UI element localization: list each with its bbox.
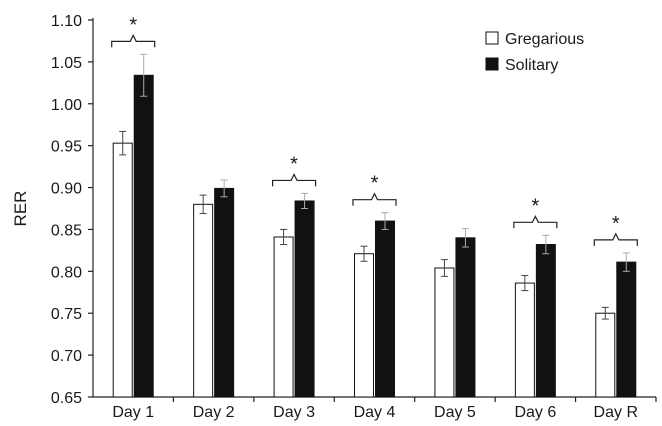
x-axis: Day 1 Day 2 Day 3 Day 4 Day 5 Day 6 Day R bbox=[93, 396, 657, 421]
x-tick-label: Day 5 bbox=[434, 404, 476, 421]
bar-solitary-day-5 bbox=[455, 237, 476, 398]
y-tick-label: 0.85 bbox=[51, 222, 82, 239]
legend-label-gregarious: Gregarious bbox=[505, 31, 584, 48]
y-tick-label: 0.80 bbox=[51, 264, 82, 281]
legend-swatch-gregarious bbox=[485, 31, 499, 45]
x-tick-label: Day R bbox=[594, 404, 638, 421]
significance-star: * bbox=[612, 213, 620, 235]
significance-markers: * * * * * bbox=[111, 14, 638, 246]
y-tick-label: 1.05 bbox=[51, 55, 82, 72]
legend: Gregarious Solitary bbox=[485, 31, 584, 74]
significance-bracket bbox=[352, 192, 397, 206]
significance-bracket bbox=[513, 214, 558, 229]
y-tick-label: 0.70 bbox=[51, 348, 82, 365]
bar-gregarious-day-3 bbox=[273, 236, 294, 398]
bars bbox=[112, 74, 637, 398]
bar-solitary-day-4 bbox=[375, 220, 395, 398]
bar-solitary-day-6 bbox=[535, 244, 556, 398]
error-bars bbox=[119, 53, 630, 320]
x-tick-label: Day 1 bbox=[112, 404, 154, 421]
y-tick-label: 0.75 bbox=[51, 306, 82, 323]
bar-solitary-day-r bbox=[616, 261, 637, 398]
x-tick-label: Day 2 bbox=[193, 404, 235, 421]
x-tick-label: Day 3 bbox=[273, 404, 315, 421]
y-axis-title: RER bbox=[11, 191, 30, 227]
y-tick-label: 1.00 bbox=[51, 97, 82, 114]
legend-label-solitary: Solitary bbox=[505, 57, 558, 74]
significance-star: * bbox=[531, 195, 539, 217]
y-tick-label: 1.10 bbox=[51, 13, 82, 30]
bar-gregarious-day-4 bbox=[354, 253, 374, 398]
bar-gregarious-day-r bbox=[595, 312, 616, 398]
bar-gregarious-day-2 bbox=[193, 203, 214, 398]
significance-bracket bbox=[111, 34, 156, 48]
bar-solitary-day-1 bbox=[133, 74, 154, 398]
y-tick-label: 0.65 bbox=[51, 390, 82, 407]
significance-bracket bbox=[271, 173, 317, 187]
significance-star: * bbox=[129, 14, 137, 36]
y-tick-label: 0.90 bbox=[51, 181, 82, 198]
bar-gregarious-day-1 bbox=[112, 142, 133, 398]
bar-solitary-day-2 bbox=[214, 187, 235, 398]
bar-solitary-day-3 bbox=[294, 200, 315, 398]
bar-gregarious-day-6 bbox=[514, 282, 535, 398]
significance-star: * bbox=[371, 173, 379, 195]
x-tick-label: Day 6 bbox=[514, 404, 556, 421]
x-tick-label: Day 4 bbox=[354, 404, 396, 421]
y-axis: 0.65 0.70 0.75 0.80 0.85 0.90 0.95 1.00 1.05 1.10… bbox=[11, 13, 94, 407]
y-tick-label: 0.95 bbox=[51, 139, 82, 156]
legend-swatch-solitary bbox=[485, 57, 499, 71]
significance-star: * bbox=[290, 153, 298, 175]
significance-bracket bbox=[593, 232, 638, 246]
bar-gregarious-day-5 bbox=[434, 267, 455, 398]
